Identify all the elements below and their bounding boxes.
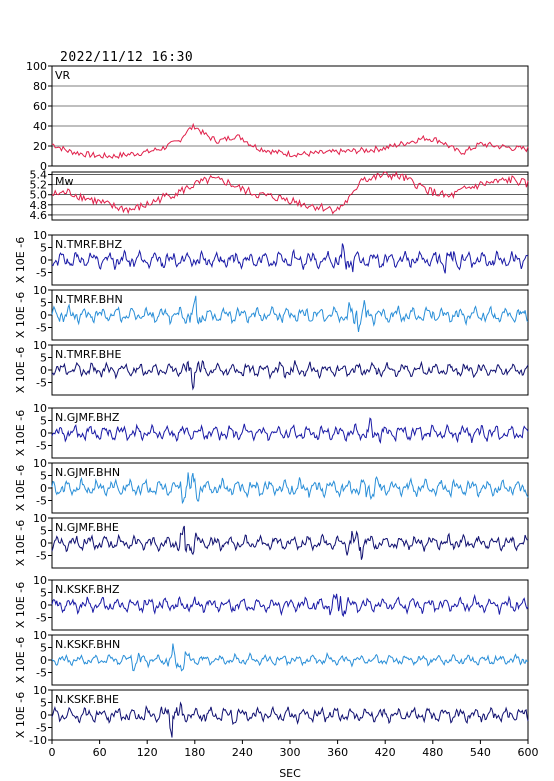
xtick-label: 300 — [280, 746, 301, 759]
ytick-label-tmrf-bhn: 0 — [40, 309, 47, 322]
ytick-label-vr: 80 — [33, 80, 47, 93]
ytick-label-vr: 100 — [26, 60, 47, 73]
ytick-label-mw: 4.6 — [30, 209, 48, 222]
panel-label-vr: VR — [55, 69, 71, 82]
panel-label-tmrf-bhn: N.TMRF.BHN — [55, 293, 123, 306]
ytick-label-kskf-bhe: -10 — [29, 734, 47, 747]
panel-frame-mw — [51, 171, 529, 221]
series-gjmf-bhe — [51, 525, 529, 560]
xtick-label: 540 — [470, 746, 491, 759]
ytick-label-tmrf-bhz: 5 — [40, 242, 47, 255]
ytick-label-gjmf-bhn: 0 — [40, 482, 47, 495]
series-tmrf-bhz — [51, 243, 529, 274]
ytick-label-kskf-bhe: 0 — [40, 709, 47, 722]
ylabel-kskf-bhz: X 10E -6 — [14, 582, 27, 628]
series-kskf-bhz — [51, 593, 529, 618]
panel-frame-kskf-bhn — [51, 634, 529, 686]
ytick-label-gjmf-bhn: 10 — [33, 457, 47, 470]
series-tmrf-bhn — [51, 295, 529, 332]
ytick-label-tmrf-bhn: -5 — [36, 322, 47, 335]
x-axis-label: SEC — [279, 767, 301, 780]
ylabel-tmrf-bhz: X 10E -6 — [14, 237, 27, 283]
ytick-label-tmrf-bhe: -5 — [36, 377, 47, 390]
ytick-label-vr: 60 — [33, 100, 47, 113]
ytick-label-gjmf-bhn: 5 — [40, 470, 47, 483]
xtick-label: 240 — [232, 746, 253, 759]
ytick-label-vr: 0 — [40, 160, 47, 173]
ytick-label-gjmf-bhn: -5 — [36, 495, 47, 508]
ytick-label-kskf-bhe: -5 — [36, 722, 47, 735]
ytick-label-gjmf-bhe: 0 — [40, 537, 47, 550]
ytick-label-kskf-bhz: -5 — [36, 612, 47, 625]
panel-label-kskf-bhn: N.KSKF.BHN — [55, 638, 120, 651]
series-kskf-bhn — [51, 643, 529, 672]
ytick-label-mw: 5.2 — [30, 179, 48, 192]
ylabel-gjmf-bhe: X 10E -6 — [14, 520, 27, 566]
panel-label-kskf-bhe: N.KSKF.BHE — [55, 693, 119, 706]
ytick-label-kskf-bhn: 0 — [40, 654, 47, 667]
ylabel-tmrf-bhe: X 10E -6 — [14, 347, 27, 393]
panel-label-gjmf-bhn: N.GJMF.BHN — [55, 466, 120, 479]
panel-label-tmrf-bhz: N.TMRF.BHZ — [55, 238, 122, 251]
ylabel-gjmf-bhz: X 10E -6 — [14, 410, 27, 456]
timestamp-header: 2022/11/12 16:30 — [60, 50, 194, 65]
xtick-label: 600 — [518, 746, 539, 759]
ytick-label-gjmf-bhe: 10 — [33, 512, 47, 525]
xtick-label: 360 — [327, 746, 348, 759]
ytick-label-vr: 20 — [33, 140, 47, 153]
ytick-label-kskf-bhn: 5 — [40, 642, 47, 655]
series-gjmf-bhn — [51, 472, 529, 505]
xtick-label: 180 — [184, 746, 205, 759]
ytick-label-kskf-bhe: 10 — [33, 684, 47, 697]
series-tmrf-bhe — [51, 359, 529, 391]
ytick-label-tmrf-bhn: 5 — [40, 297, 47, 310]
series-kskf-bhe — [51, 701, 529, 738]
ytick-label-kskf-bhe: 5 — [40, 697, 47, 710]
ytick-label-tmrf-bhe: 0 — [40, 364, 47, 377]
ytick-label-kskf-bhz: 10 — [33, 574, 47, 587]
ytick-label-kskf-bhn: -5 — [36, 667, 47, 680]
panel-label-kskf-bhz: N.KSKF.BHZ — [55, 583, 120, 596]
ylabel-tmrf-bhn: X 10E -6 — [14, 292, 27, 338]
ylabel-kskf-bhn: X 10E -6 — [14, 637, 27, 683]
ylabel-kskf-bhe: X 10E -6 — [14, 692, 27, 738]
panel-frame-tmrf-bhn — [51, 289, 529, 341]
ytick-label-tmrf-bhe: 10 — [33, 339, 47, 352]
ytick-label-gjmf-bhe: -5 — [36, 550, 47, 563]
series-mw — [51, 170, 529, 215]
ytick-label-gjmf-bhz: 0 — [40, 427, 47, 440]
ytick-label-vr: 40 — [33, 120, 47, 133]
xtick-label: 420 — [375, 746, 396, 759]
ytick-label-kskf-bhz: 5 — [40, 587, 47, 600]
panel-label-tmrf-bhe: N.TMRF.BHE — [55, 348, 121, 361]
xtick-label: 0 — [49, 746, 56, 759]
ytick-label-tmrf-bhn: 10 — [33, 284, 47, 297]
ytick-label-gjmf-bhz: -5 — [36, 440, 47, 453]
ytick-label-tmrf-bhz: 10 — [33, 229, 47, 242]
ytick-label-gjmf-bhz: 5 — [40, 415, 47, 428]
panel-frame-vr — [51, 65, 529, 167]
ylabel-gjmf-bhn: X 10E -6 — [14, 465, 27, 511]
ytick-label-kskf-bhn: 10 — [33, 629, 47, 642]
panel-frame-tmrf-bhz — [51, 234, 529, 286]
ytick-label-tmrf-bhz: 0 — [40, 254, 47, 267]
series-vr — [51, 122, 529, 160]
panel-label-gjmf-bhe: N.GJMF.BHE — [55, 521, 119, 534]
ytick-label-tmrf-bhz: -5 — [36, 267, 47, 280]
xtick-label: 60 — [93, 746, 107, 759]
ytick-label-tmrf-bhe: 5 — [40, 352, 47, 365]
xtick-label: 480 — [422, 746, 443, 759]
panel-label-mw: Mw — [55, 175, 74, 188]
ytick-label-kskf-bhz: 0 — [40, 599, 47, 612]
series-gjmf-bhz — [51, 417, 529, 445]
panel-label-gjmf-bhz: N.GJMF.BHZ — [55, 411, 120, 424]
ytick-label-gjmf-bhe: 5 — [40, 525, 47, 538]
ytick-label-mw: 5.4 — [30, 169, 48, 182]
ytick-label-gjmf-bhz: 10 — [33, 402, 47, 415]
ytick-label-mw: 4.8 — [30, 199, 48, 212]
ytick-label-mw: 5.0 — [30, 189, 48, 202]
xtick-label: 120 — [137, 746, 158, 759]
